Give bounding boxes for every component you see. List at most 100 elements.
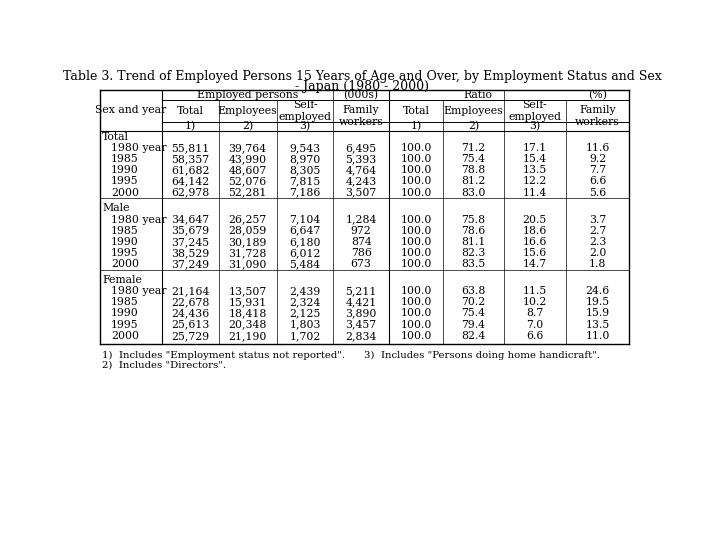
Text: 786: 786 — [351, 248, 372, 258]
Text: 8,305: 8,305 — [289, 165, 321, 175]
Text: (%): (%) — [588, 90, 607, 100]
Text: 1985: 1985 — [111, 297, 139, 307]
Text: 37,249: 37,249 — [171, 259, 209, 269]
Text: 61,682: 61,682 — [171, 165, 209, 175]
Text: 39,764: 39,764 — [228, 143, 267, 153]
Text: 2.3: 2.3 — [589, 237, 606, 247]
Text: 81.2: 81.2 — [462, 177, 486, 186]
Text: 19.5: 19.5 — [585, 297, 609, 307]
Text: 1)  Includes "Employment status not reported".: 1) Includes "Employment status not repor… — [102, 350, 345, 360]
Text: 31,728: 31,728 — [228, 248, 267, 258]
Text: 58,357: 58,357 — [171, 154, 209, 164]
Text: 75.4: 75.4 — [462, 309, 486, 318]
Text: 100.0: 100.0 — [400, 286, 432, 296]
Text: Family
workers: Family workers — [339, 105, 384, 127]
Text: 1995: 1995 — [111, 248, 139, 258]
Text: 83.5: 83.5 — [462, 259, 486, 269]
Text: Ratio: Ratio — [463, 90, 492, 100]
Text: 100.0: 100.0 — [400, 143, 432, 153]
Text: 100.0: 100.0 — [400, 297, 432, 307]
Text: 1985: 1985 — [111, 154, 139, 164]
Text: 17.1: 17.1 — [522, 143, 547, 153]
Text: 2,125: 2,125 — [289, 309, 321, 318]
Text: 2000: 2000 — [111, 259, 139, 269]
Text: Table 3. Trend of Employed Persons 15 Years of Age and Over, by Employment Statu: Table 3. Trend of Employed Persons 15 Ye… — [63, 70, 661, 82]
Text: 9,543: 9,543 — [289, 143, 320, 153]
Text: 2.0: 2.0 — [589, 248, 606, 258]
Text: 100.0: 100.0 — [400, 188, 432, 197]
Text: 15.9: 15.9 — [585, 309, 609, 318]
Text: 21,164: 21,164 — [171, 286, 209, 296]
Text: 1): 1) — [185, 121, 196, 132]
Text: 12.2: 12.2 — [522, 177, 547, 186]
Text: Male: Male — [103, 203, 130, 213]
Text: 25,613: 25,613 — [171, 319, 209, 330]
Text: 2): 2) — [468, 121, 479, 132]
Text: - Japan (1980 - 2000): - Japan (1980 - 2000) — [295, 80, 429, 93]
Text: 15.4: 15.4 — [522, 154, 547, 164]
Text: 48,607: 48,607 — [228, 165, 267, 175]
Text: 100.0: 100.0 — [400, 309, 432, 318]
Text: 6,180: 6,180 — [289, 237, 321, 247]
Text: 5,211: 5,211 — [346, 286, 377, 296]
Text: 11.5: 11.5 — [522, 286, 547, 296]
Text: 83.0: 83.0 — [462, 188, 486, 197]
Text: 34,647: 34,647 — [171, 215, 209, 225]
Text: 13.5: 13.5 — [585, 319, 609, 330]
Text: 13,507: 13,507 — [228, 286, 267, 296]
Text: 16.6: 16.6 — [522, 237, 547, 247]
Text: 6,012: 6,012 — [289, 248, 321, 258]
Text: 81.1: 81.1 — [462, 237, 486, 247]
Text: 2000: 2000 — [111, 331, 139, 341]
Text: 2): 2) — [242, 121, 253, 132]
Text: 1,803: 1,803 — [289, 319, 321, 330]
Text: 1990: 1990 — [111, 165, 139, 175]
Text: 30,189: 30,189 — [228, 237, 267, 247]
Text: Total: Total — [403, 106, 430, 116]
Text: 3,890: 3,890 — [346, 309, 377, 318]
Text: 3): 3) — [299, 121, 310, 132]
Text: 62,978: 62,978 — [171, 188, 209, 197]
Text: 2000: 2000 — [111, 188, 139, 197]
Text: 2,439: 2,439 — [289, 286, 320, 296]
Text: 3,507: 3,507 — [346, 188, 377, 197]
Text: 71.2: 71.2 — [462, 143, 486, 153]
Text: 37,245: 37,245 — [171, 237, 209, 247]
Text: 1990: 1990 — [111, 309, 139, 318]
Text: 64,142: 64,142 — [171, 177, 209, 186]
Text: 6.6: 6.6 — [526, 331, 544, 341]
Text: 38,529: 38,529 — [171, 248, 209, 258]
Text: Employees: Employees — [218, 106, 277, 116]
Text: 79.4: 79.4 — [462, 319, 486, 330]
Text: 4,764: 4,764 — [346, 165, 377, 175]
Text: 11.6: 11.6 — [585, 143, 609, 153]
Text: 8,970: 8,970 — [289, 154, 320, 164]
Text: 52,076: 52,076 — [228, 177, 267, 186]
Text: 3,457: 3,457 — [346, 319, 377, 330]
Text: Family
workers: Family workers — [575, 105, 620, 127]
Text: 100.0: 100.0 — [400, 226, 432, 236]
Text: 1980 year: 1980 year — [111, 286, 166, 296]
Text: 15.6: 15.6 — [522, 248, 547, 258]
Text: 63.8: 63.8 — [462, 286, 486, 296]
Text: 18,418: 18,418 — [228, 309, 267, 318]
Text: 7,104: 7,104 — [289, 215, 320, 225]
Text: Female: Female — [103, 275, 142, 285]
Text: 82.3: 82.3 — [462, 248, 486, 258]
Text: 31,090: 31,090 — [228, 259, 267, 269]
Text: Self-
employed: Self- employed — [279, 101, 332, 122]
Text: 5,393: 5,393 — [346, 154, 377, 164]
Text: 82.4: 82.4 — [462, 331, 486, 341]
Text: 28,059: 28,059 — [228, 226, 267, 236]
Text: 4,243: 4,243 — [346, 177, 377, 186]
Text: 7.0: 7.0 — [526, 319, 544, 330]
Text: 100.0: 100.0 — [400, 154, 432, 164]
Text: 6,647: 6,647 — [289, 226, 320, 236]
Text: Self-
employed: Self- employed — [508, 101, 561, 122]
Text: 6.6: 6.6 — [589, 177, 606, 186]
Text: 10.2: 10.2 — [522, 297, 547, 307]
Text: 4,421: 4,421 — [346, 297, 377, 307]
Text: 43,990: 43,990 — [228, 154, 267, 164]
Text: 1985: 1985 — [111, 226, 139, 236]
Text: 15,931: 15,931 — [228, 297, 267, 307]
